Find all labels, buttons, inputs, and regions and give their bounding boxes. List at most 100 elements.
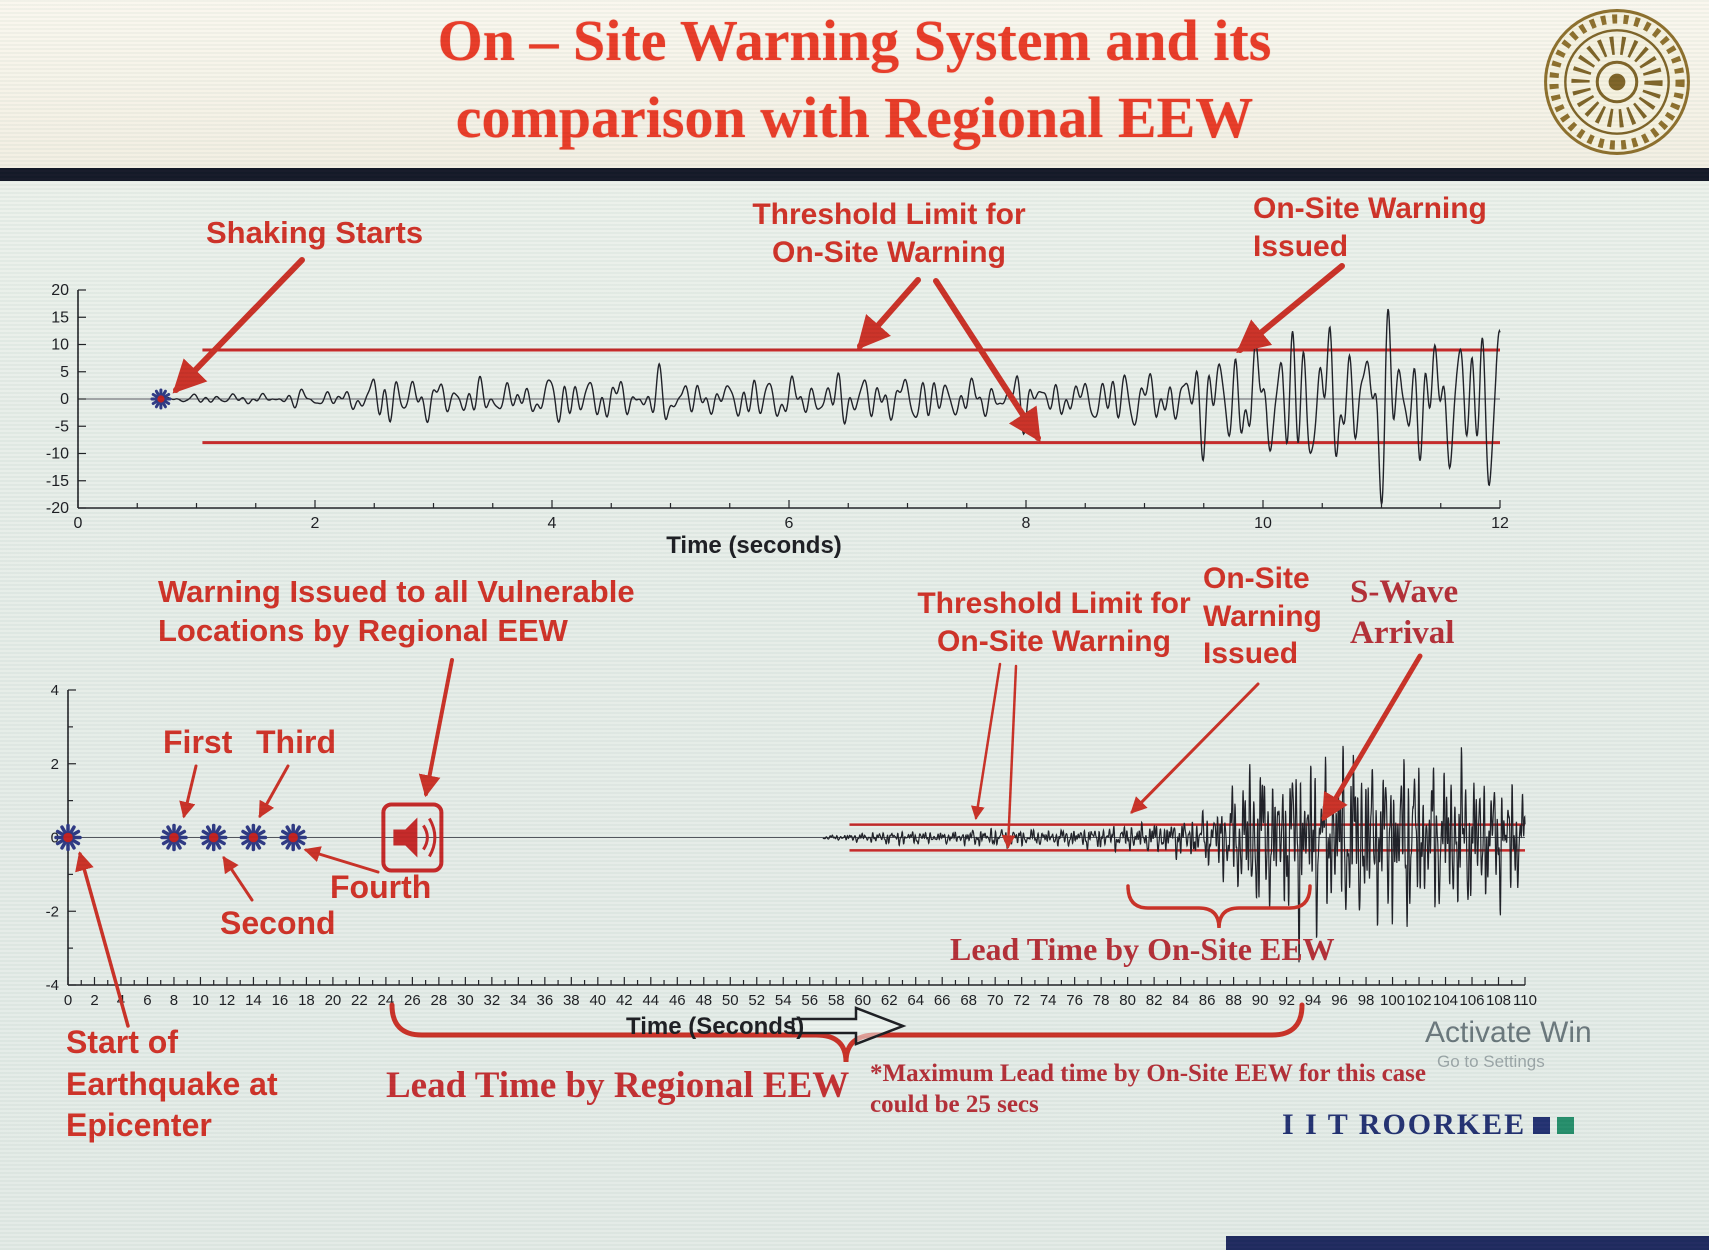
svg-text:110: 110 [1513, 992, 1537, 1009]
regional-eew-warning-label: Warning Issued to all Vulnerable Locatio… [158, 573, 635, 651]
svg-text:78: 78 [1093, 992, 1110, 1009]
shaking-starts-label: Shaking Starts [206, 215, 424, 250]
svg-text:4: 4 [548, 515, 557, 532]
max-lead-time-note-line1: *Maximum Lead time by On-Site EEW for th… [870, 1060, 1427, 1087]
onsite-warning-bottom-line2: Warning [1203, 599, 1322, 633]
third-arrow [258, 764, 290, 819]
svg-text:98: 98 [1358, 992, 1375, 1009]
lead-time-onsite-brace [1126, 884, 1312, 929]
svg-text:56: 56 [801, 992, 818, 1009]
max-lead-time-note: *Maximum Lead time by On-Site EEW for th… [870, 1058, 1426, 1121]
onsite-warning-bottom-line3: Issued [1203, 637, 1299, 670]
svg-text:42: 42 [616, 992, 633, 1009]
svg-text:104: 104 [1433, 992, 1458, 1009]
comparison-record-axes: 0246810121416182022242628303234363840424… [46, 682, 1537, 1009]
svg-text:4: 4 [51, 682, 59, 699]
epicenter-line1: Start of [66, 1024, 178, 1060]
svg-text:44: 44 [642, 992, 659, 1009]
svg-text:50: 50 [722, 992, 739, 1009]
svg-text:2: 2 [90, 992, 98, 1009]
onsite-warning-bottom-line1: On-Site [1203, 562, 1310, 595]
first-detection-label: First [163, 724, 233, 760]
svg-text:8: 8 [1022, 515, 1031, 532]
threshold-limit-bottom-line1: Threshold Limit for [917, 587, 1191, 620]
svg-text:14: 14 [245, 992, 262, 1009]
svg-text:76: 76 [1066, 992, 1083, 1009]
svg-text:38: 38 [563, 992, 580, 1009]
svg-text:20: 20 [51, 282, 69, 299]
p-wave-detection-marker [199, 823, 228, 852]
threshold-limit-top-label: Threshold Limit for On-Site Warning [733, 196, 1045, 271]
regional-eew-warning-line2: Locations by Regional EEW [158, 612, 568, 648]
svg-text:54: 54 [775, 992, 792, 1009]
svg-text:80: 80 [1119, 992, 1136, 1009]
threshold-limit-top-line2: On-Site Warning [772, 235, 1006, 269]
threshold-bottom-arrow-1 [971, 662, 1002, 821]
regional-eew-warning-line1: Warning Issued to all Vulnerable [158, 574, 635, 609]
svg-text:74: 74 [1040, 992, 1057, 1009]
svg-text:2: 2 [311, 515, 320, 532]
svg-text:28: 28 [431, 992, 448, 1009]
fourth-arrow [303, 846, 380, 874]
slide-title: On – Site Warning System and its compari… [0, 2, 1709, 156]
svg-text:108: 108 [1486, 992, 1511, 1009]
threshold-top-arrow-1 [856, 277, 921, 350]
onsite-issued-top-arrow [1236, 263, 1345, 354]
threshold-bottom-arrow-2 [1001, 664, 1018, 850]
p-wave-detection-marker [279, 823, 307, 852]
svg-text:-20: -20 [46, 500, 69, 517]
svg-text:72: 72 [1013, 992, 1030, 1009]
svg-text:34: 34 [510, 992, 527, 1009]
svg-text:86: 86 [1199, 992, 1216, 1009]
svg-text:58: 58 [828, 992, 845, 1009]
brand-square-navy-icon [1533, 1116, 1551, 1134]
second-detection-label: Second [220, 905, 336, 941]
svg-text:12: 12 [219, 992, 236, 1009]
svg-text:88: 88 [1225, 992, 1242, 1009]
iit-roorkee-wordmark: I I T ROORKEE [1282, 1108, 1575, 1142]
svg-text:92: 92 [1278, 992, 1295, 1009]
swave-arrival-label: S-Wave Arrival [1350, 572, 1458, 655]
onsite-issued-bottom-arrow [1130, 682, 1260, 814]
svg-text:82: 82 [1146, 992, 1163, 1009]
svg-text:52: 52 [748, 992, 765, 1009]
brand-square-teal-icon [1557, 1116, 1575, 1134]
fourth-detection-label: Fourth [330, 869, 432, 905]
svg-text:66: 66 [934, 992, 951, 1009]
svg-text:32: 32 [484, 992, 501, 1009]
swave-arrival-line2: Arrival [1350, 615, 1455, 652]
svg-text:96: 96 [1331, 992, 1348, 1009]
svg-text:36: 36 [536, 992, 553, 1009]
svg-text:-5: -5 [55, 418, 69, 435]
svg-text:15: 15 [51, 309, 69, 326]
svg-text:60: 60 [854, 992, 871, 1009]
threshold-limit-bottom-label: Threshold Limit for On-Site Warning [903, 585, 1205, 660]
max-lead-time-note-line2: could be 25 secs [870, 1091, 1039, 1119]
svg-text:106: 106 [1460, 992, 1485, 1009]
svg-text:-15: -15 [46, 473, 69, 490]
svg-text:2: 2 [51, 756, 59, 773]
regional-warning-arrow [418, 658, 454, 798]
svg-text:10: 10 [51, 337, 69, 354]
threshold-limit-top-line1: Threshold Limit for [752, 198, 1026, 231]
svg-text:20: 20 [325, 992, 342, 1009]
p-wave-detection-marker [54, 823, 82, 852]
bottom-xaxis-title: Time (Seconds) [626, 1013, 805, 1040]
svg-text:6: 6 [143, 992, 151, 1009]
lead-time-onsite-label: Lead Time by On-Site EEW [950, 931, 1335, 967]
svg-text:64: 64 [907, 992, 924, 1009]
epicenter-arrow [75, 851, 130, 1028]
windows-settings-watermark: Go to Settings [1437, 1052, 1545, 1071]
svg-text:8: 8 [170, 992, 178, 1009]
first-arrow [179, 764, 198, 819]
third-detection-label: Third [256, 724, 336, 760]
svg-text:48: 48 [695, 992, 712, 1009]
svg-text:40: 40 [589, 992, 606, 1009]
svg-text:16: 16 [272, 992, 289, 1009]
svg-text:-10: -10 [46, 446, 69, 463]
svg-text:102: 102 [1407, 992, 1432, 1009]
svg-text:-2: -2 [46, 903, 59, 920]
svg-text:62: 62 [881, 992, 898, 1009]
